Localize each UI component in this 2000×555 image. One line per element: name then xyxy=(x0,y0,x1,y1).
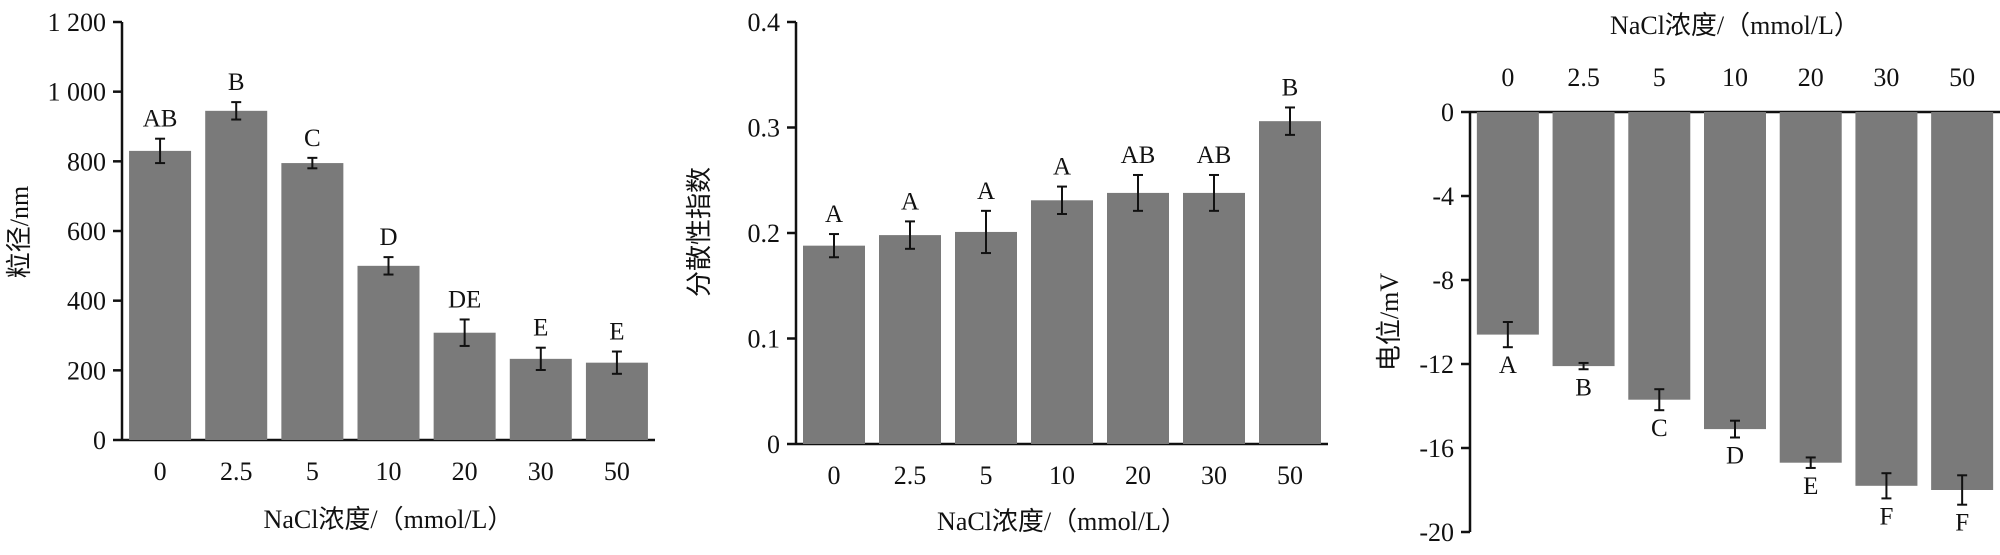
y-tick-label: -4 xyxy=(1432,182,1454,211)
x-tick-label: 10 xyxy=(376,457,402,486)
bar xyxy=(955,231,1017,444)
x-tick-label: 2.5 xyxy=(1567,63,1600,92)
significance-label: B xyxy=(1575,374,1592,401)
x-tick-label: 0 xyxy=(154,457,167,486)
x-tick-label: 2.5 xyxy=(894,461,927,490)
x-axis-title: NaCl浓度/（mmol/L） xyxy=(1610,11,1860,40)
significance-label: B xyxy=(1282,74,1299,101)
x-tick-label: 2.5 xyxy=(220,457,253,486)
x-tick-label: 30 xyxy=(1201,461,1227,490)
significance-label: E xyxy=(1803,473,1818,500)
x-tick-label: 0 xyxy=(1501,63,1514,92)
y-tick-label: 200 xyxy=(67,356,106,385)
x-tick-label: 50 xyxy=(604,457,630,486)
panel-zeta-potential: 0 -4 -8 -12 -16 -20 A 0 B 2.5 C 5 D 10 E 20 F 30 F 50 NaCl浓度… xyxy=(1375,11,2000,547)
bar xyxy=(1476,112,1539,335)
bar xyxy=(509,358,572,440)
bar xyxy=(1183,192,1245,444)
bar xyxy=(1031,200,1093,444)
x-tick-label: 30 xyxy=(528,457,554,486)
y-tick-label: -8 xyxy=(1432,266,1454,295)
y-tick-label: 800 xyxy=(67,147,106,176)
significance-label: A xyxy=(1499,352,1517,379)
y-tick-label: 400 xyxy=(67,287,106,316)
x-tick-label: 20 xyxy=(452,457,478,486)
x-tick-label: 20 xyxy=(1125,461,1151,490)
significance-label: AB xyxy=(1197,142,1232,169)
bar xyxy=(1107,192,1169,444)
x-axis-title: NaCl浓度/（mmol/L） xyxy=(264,505,514,534)
y-tick-label: 0 xyxy=(1441,98,1454,127)
y-axis-title: 分散性指数 xyxy=(685,167,714,297)
y-tick-label: -16 xyxy=(1419,434,1454,463)
x-tick-label: 10 xyxy=(1722,63,1748,92)
x-tick-label: 5 xyxy=(306,457,319,486)
y-tick-label: -20 xyxy=(1419,518,1454,547)
y-tick-label: 0.1 xyxy=(748,325,781,354)
bar xyxy=(585,362,648,440)
bar xyxy=(1779,112,1842,463)
bar xyxy=(1628,112,1691,400)
significance-label: F xyxy=(1879,503,1893,530)
y-tick-label: 0.4 xyxy=(748,8,781,37)
bar xyxy=(879,235,941,444)
bar xyxy=(1552,112,1615,367)
x-tick-label: 5 xyxy=(980,461,993,490)
significance-label: AB xyxy=(1121,142,1156,169)
panel-dispersity-index: 0 0.1 0.2 0.3 0.4 A 0 A 2.5 A 5 A 10 AB 20 AB 30 B 50 NaCl浓… xyxy=(685,8,1328,536)
bar xyxy=(433,332,496,440)
y-axis-title: 粒径/nm xyxy=(5,186,34,278)
bar xyxy=(1704,112,1766,430)
x-tick-label: 10 xyxy=(1049,461,1075,490)
significance-label: A xyxy=(901,188,919,215)
bar xyxy=(129,150,192,440)
bar xyxy=(1931,112,1994,490)
significance-label: A xyxy=(977,178,995,205)
significance-label: D xyxy=(379,224,397,251)
bar xyxy=(803,245,865,444)
significance-label: F xyxy=(1955,510,1969,537)
significance-label: A xyxy=(1053,154,1071,181)
significance-label: C xyxy=(304,125,321,152)
x-axis-title: NaCl浓度/（mmol/L） xyxy=(937,507,1187,536)
y-tick-label: 0 xyxy=(93,426,106,455)
y-axis-title: 电位/mV xyxy=(1375,273,1404,371)
y-tick-label: 0.2 xyxy=(748,219,781,248)
significance-label: DE xyxy=(448,286,481,313)
bar xyxy=(357,265,420,440)
bar xyxy=(281,163,344,440)
y-tick-label: 0 xyxy=(767,430,780,459)
y-tick-label: -12 xyxy=(1419,350,1454,379)
x-tick-label: 50 xyxy=(1277,461,1303,490)
x-tick-label: 30 xyxy=(1873,63,1899,92)
bar xyxy=(1855,112,1918,486)
bar xyxy=(1259,121,1321,445)
significance-label: C xyxy=(1651,415,1668,442)
y-tick-label: 1 200 xyxy=(48,8,107,37)
significance-label: D xyxy=(1726,443,1744,470)
bar xyxy=(205,110,268,440)
panel-particle-size: 0 200 400 600 800 1 000 1 200 AB 0 B 2.5 C 5 D 10 DE 20 E… xyxy=(5,8,655,534)
y-tick-label: 600 xyxy=(67,217,106,246)
x-tick-label: 5 xyxy=(1653,63,1666,92)
significance-label: A xyxy=(825,201,843,228)
significance-label: AB xyxy=(143,106,178,133)
x-tick-label: 0 xyxy=(828,461,841,490)
significance-label: E xyxy=(609,319,624,346)
y-tick-label: 1 000 xyxy=(48,78,107,107)
y-tick-label: 0.3 xyxy=(748,114,781,143)
significance-label: E xyxy=(533,315,548,342)
x-tick-label: 20 xyxy=(1798,63,1824,92)
significance-label: B xyxy=(228,69,245,96)
x-tick-label: 50 xyxy=(1949,63,1975,92)
